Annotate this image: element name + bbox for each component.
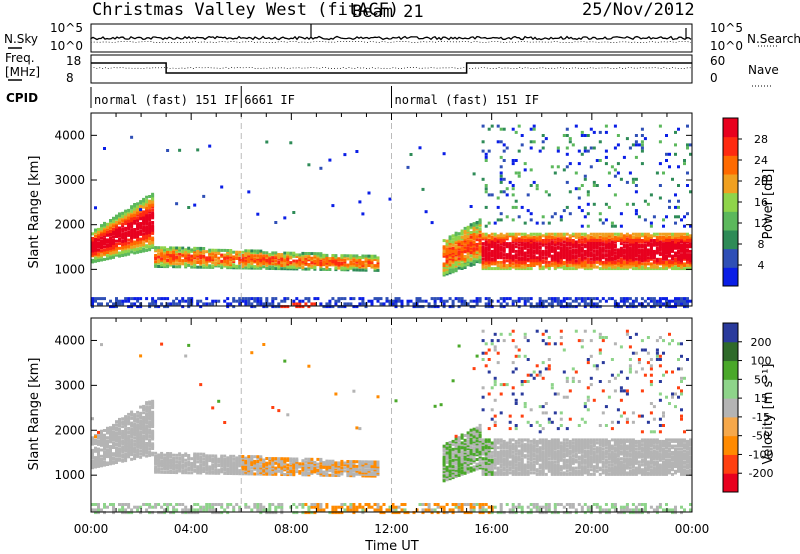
power-ylabel: Slant Range [km] — [27, 156, 42, 269]
nsearch-tick-top: 10^5 — [710, 21, 743, 35]
velocity-colorbar-frame — [722, 322, 739, 493]
colorbar-tick-label: 8 — [758, 238, 765, 251]
nave-tick-bottom: 0 — [710, 71, 718, 85]
cpid-segment-label: normal (fast) 151 IF — [395, 93, 540, 107]
y-tick-label: 4000 — [54, 333, 85, 347]
freq-label-2: [MHz] — [5, 65, 40, 79]
freq-tick-top: 18 — [66, 54, 81, 68]
nsearch-tick-bottom: 10^0 — [710, 39, 743, 53]
nsky-tick-top: 10^5 — [50, 21, 83, 35]
velocity-colorbar-swatch — [723, 416, 738, 437]
velocity-colorbar-swatch — [723, 360, 738, 380]
velocity-colorbar-swatch — [723, 473, 738, 493]
x-tick-label: 08:00 — [274, 522, 309, 536]
power-colorbar-swatch — [723, 136, 738, 156]
x-tick-label: 16:00 — [474, 522, 509, 536]
nsky-tick-bottom: 10^0 — [50, 39, 83, 53]
colorbar-tick-label: 4 — [758, 259, 765, 272]
x-tick-label: 00:00 — [74, 522, 109, 536]
y-tick-label: 2000 — [54, 218, 85, 232]
y-tick-label: 3000 — [54, 173, 85, 187]
freq-tick-bottom: 8 — [66, 71, 74, 85]
y-tick-label: 1000 — [54, 468, 85, 482]
power-colorbar-swatch — [723, 248, 738, 268]
power-colorbar-swatch — [723, 230, 738, 250]
velocity-heatmap — [91, 329, 692, 515]
power-colorbar-swatch — [723, 155, 738, 175]
power-colorbar-swatch — [723, 118, 738, 138]
power-colorbar-label: Power [dB] — [761, 169, 776, 240]
freq-label-1: Freq. — [5, 51, 35, 65]
nave-tick-top: 60 — [710, 54, 725, 68]
colorbar-tick-label: -200 — [749, 467, 774, 480]
y-tick-label: 1000 — [54, 262, 85, 276]
power-colorbar-swatch — [723, 267, 738, 287]
colorbar-tick-label: 12 — [754, 217, 768, 230]
colorbar-tick-label: 20 — [754, 175, 768, 188]
power-colorbar-swatch — [723, 174, 738, 194]
colorbar-tick-label: 16 — [754, 196, 768, 209]
colorbar-tick-label: -100 — [749, 448, 774, 461]
y-tick-label: 2000 — [54, 423, 85, 437]
x-tick-label: 12:00 — [374, 522, 409, 536]
power-heatmap — [91, 124, 692, 309]
colorbar-tick-label: 100 — [751, 355, 772, 368]
nsearch-label: N.Search — [747, 32, 800, 46]
velocity-colorbar-swatch — [723, 454, 738, 474]
colorbar-tick-label: -15 — [752, 411, 770, 424]
nsearch-series — [90, 40, 692, 44]
nsky-label: N.Sky — [4, 32, 38, 46]
colorbar-tick-label: 15 — [754, 392, 768, 405]
colorbar-tick-label: 24 — [754, 154, 768, 167]
power-colorbar-swatch — [723, 211, 738, 231]
x-tick-label: 04:00 — [174, 522, 209, 536]
velocity-colorbar-swatch — [723, 435, 738, 455]
velocity-colorbar-swatch — [723, 398, 738, 418]
nave-label: Nave — [748, 63, 779, 77]
velocity-colorbar-swatch — [723, 341, 738, 362]
cpid-segment-label: 6661 IF — [244, 93, 295, 107]
y-tick-label: 4000 — [54, 128, 85, 142]
nsky-series — [90, 35, 692, 41]
velocity-colorbar-swatch — [723, 323, 738, 343]
cpid-label: CPID — [6, 91, 38, 105]
velocity-colorbar-label: Velocity [m s⁻¹] — [761, 364, 776, 465]
colorbar-tick-label: 28 — [754, 133, 768, 146]
date-label: 25/Nov/2012 — [582, 0, 695, 20]
x-tick-label: 20:00 — [575, 522, 610, 536]
colorbar-tick-label: 50 — [754, 373, 768, 386]
power-colorbar-swatch — [723, 192, 738, 212]
cpid-segment-label: normal (fast) 151 IF — [94, 93, 239, 107]
colorbar-tick-label: 200 — [751, 336, 772, 349]
velocity-ylabel: Slant Range [km] — [27, 358, 42, 471]
colorbar-tick-label: -50 — [752, 430, 770, 443]
x-axis-label: Time UT — [364, 539, 418, 554]
nave-series — [90, 66, 692, 70]
frequency-series — [91, 62, 692, 74]
x-tick-label: 00:00 — [675, 522, 710, 536]
title: Christmas Valley West (fitACF) — [92, 0, 399, 20]
velocity-colorbar-swatch — [723, 379, 738, 399]
freq-panel-frame — [90, 54, 693, 84]
beam-label: Beam 21 — [352, 2, 424, 22]
y-tick-label: 3000 — [54, 378, 85, 392]
